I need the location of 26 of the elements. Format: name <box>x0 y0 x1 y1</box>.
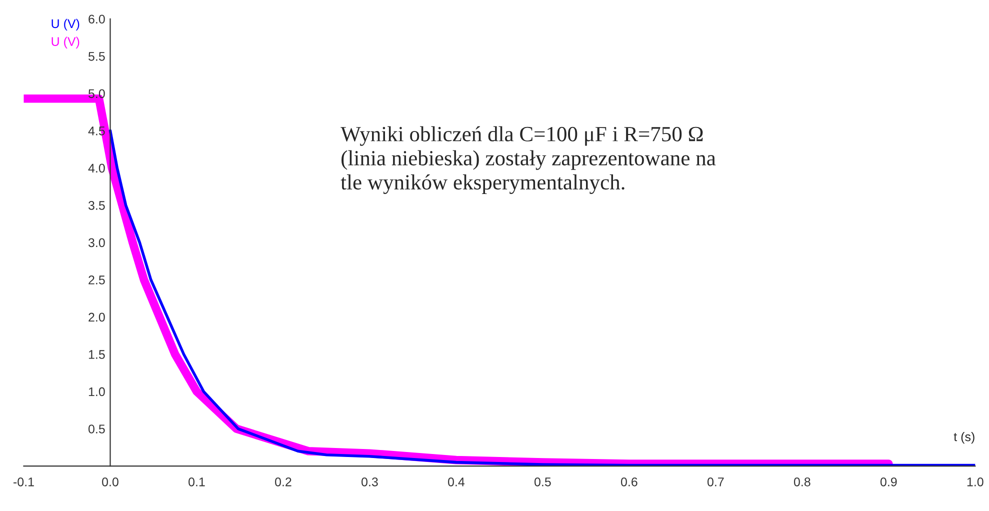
y-tick-label: 5.5 <box>88 52 105 61</box>
x-tick-label: 0.0 <box>102 477 118 486</box>
text: U (V) <box>52 36 80 48</box>
y-tick-label: 1.5 <box>88 350 105 359</box>
y-tick-label: 1.0 <box>88 387 105 396</box>
x-tick-label: 0.6 <box>620 477 638 486</box>
y-tick-label: 0.5 <box>88 424 105 434</box>
x-tick-label: 0.9 <box>880 477 897 486</box>
y-tick-label: 2.0 <box>88 312 105 322</box>
text: U (V) <box>52 18 80 31</box>
x-tick-label: 0.7 <box>707 477 724 486</box>
y-tick-label: 3.0 <box>88 238 105 248</box>
y-tick-label: 6.0 <box>88 14 105 24</box>
y-tick-label: 4.0 <box>88 164 105 173</box>
x-tick-label: 0.8 <box>794 477 810 486</box>
y-tick-label: 2.5 <box>88 276 105 284</box>
x-axis-title: t (s) <box>954 432 974 444</box>
annotation: Wyniki obliczeń dla C=100 μF i R=750 Ω (linia niebieska) zostały zaprezentowane na tle wyników eksperymentalnych. <box>340 126 716 194</box>
x-tick-label: 0.5 <box>534 477 551 486</box>
x-tick-label: 0.1 <box>188 477 205 486</box>
x-tick-label: 0.2 <box>275 477 292 486</box>
x-tick-label: 0.4 <box>448 477 465 486</box>
x-tick-label: 1.0 <box>967 477 984 486</box>
x-tick-label: 0.3 <box>362 477 378 486</box>
y-tick-label: 3.5 <box>88 201 105 210</box>
x-tick-label: -0.1 <box>14 477 34 486</box>
